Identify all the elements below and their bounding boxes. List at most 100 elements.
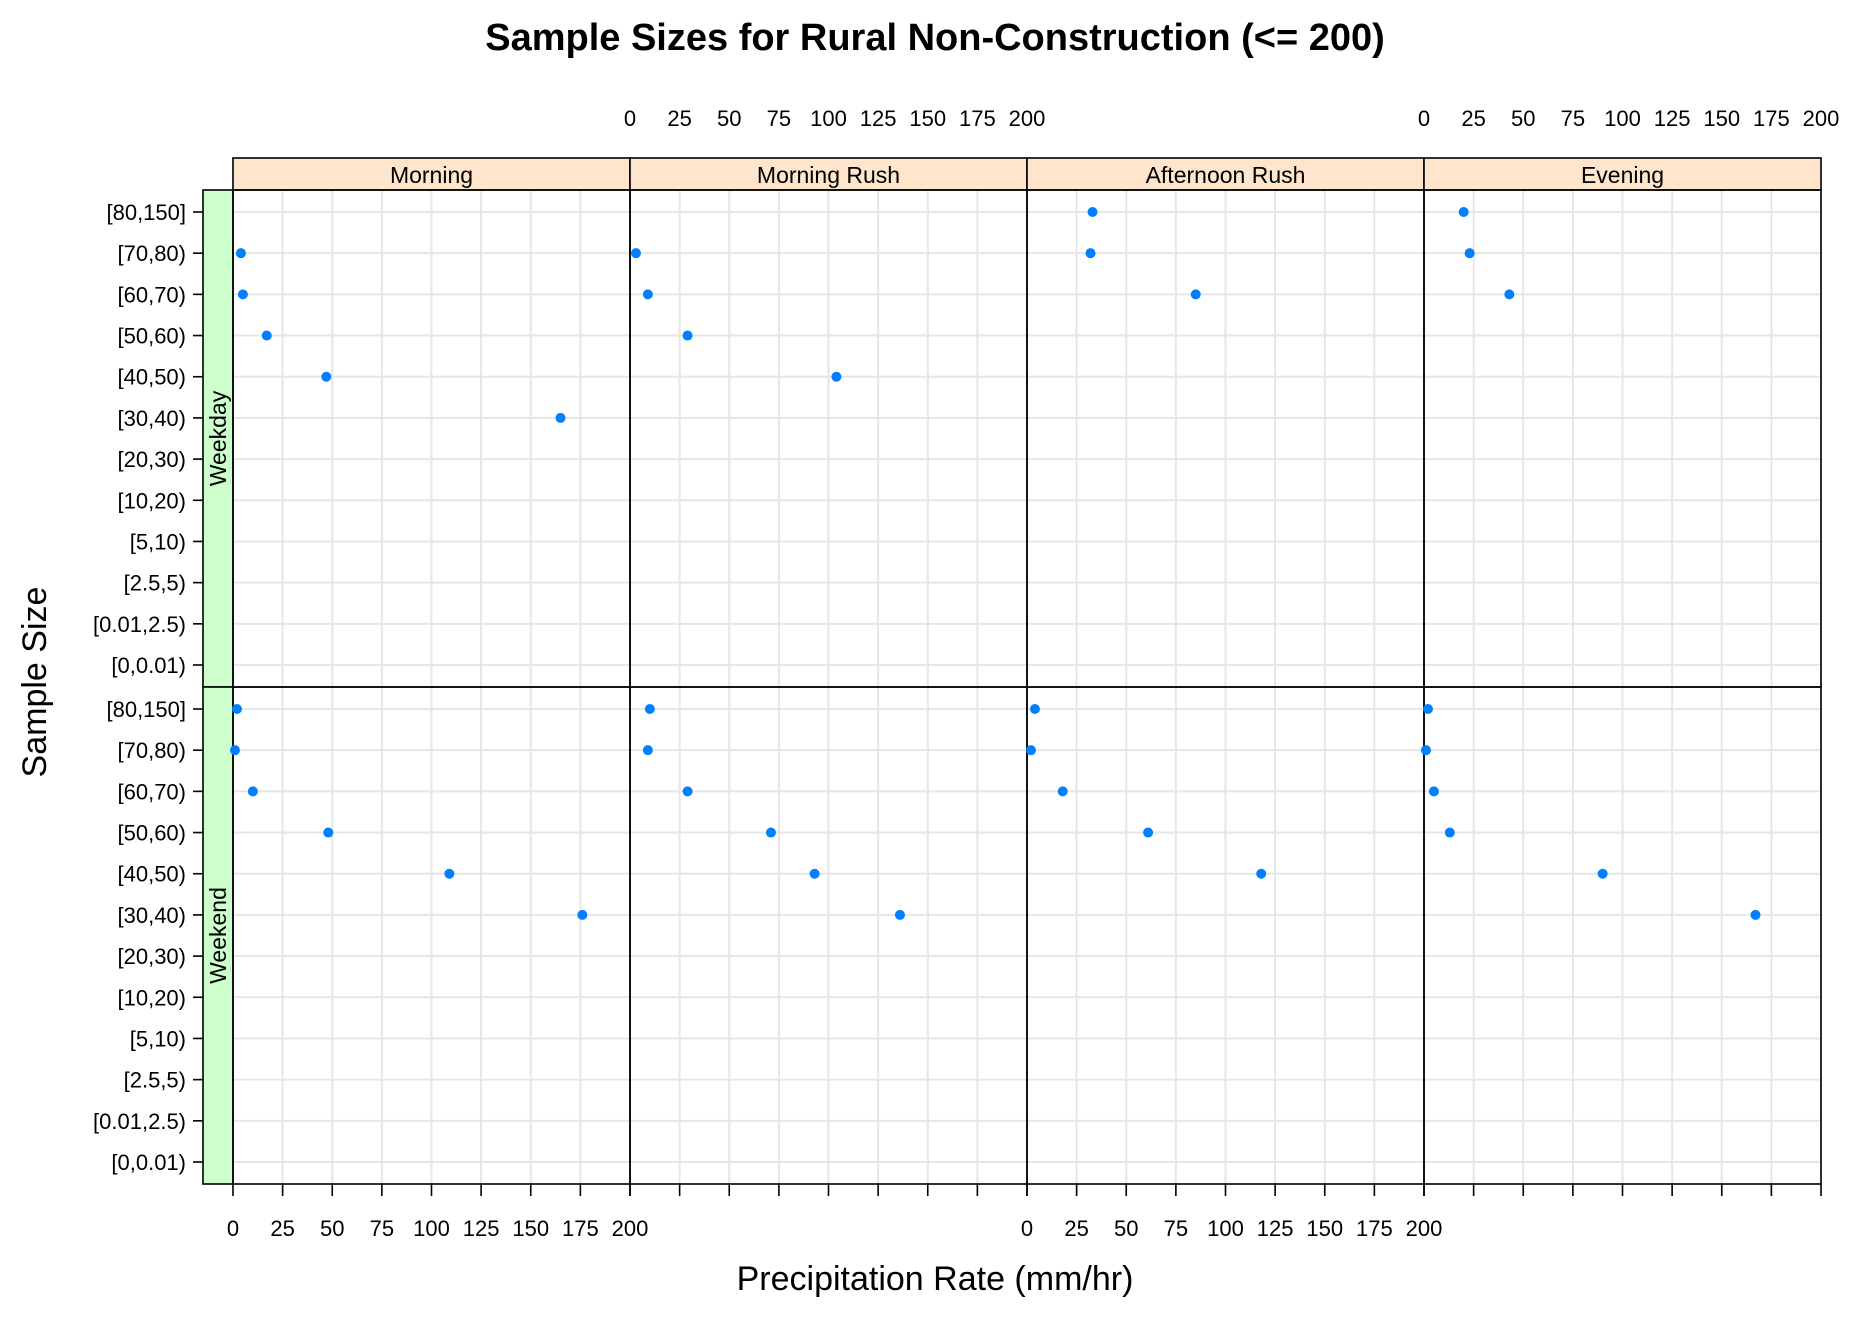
y-tick-label: [60,70): [118, 779, 187, 804]
y-tick-label: [40,50): [118, 862, 187, 887]
data-point: [237, 289, 248, 300]
y-tick-label: [30,40): [118, 406, 187, 431]
data-point: [323, 827, 334, 838]
y-tick-label: [0,0.01): [111, 653, 186, 678]
panel-grid: [629, 687, 1028, 1184]
y-tick-label: [5,10): [130, 1026, 186, 1051]
data-point: [1025, 745, 1036, 756]
data-point: [321, 371, 332, 382]
y-tick-label: [5,10): [130, 529, 186, 554]
x-tick-label-top: 75: [1561, 106, 1585, 131]
x-tick-label-top: 125: [860, 106, 897, 131]
x-tick-label-bottom: 175: [1356, 1216, 1393, 1241]
data-point: [1504, 289, 1515, 300]
x-tick-label-top: 75: [767, 106, 791, 131]
data-point: [1422, 704, 1433, 714]
x-tick-label-top: 25: [1461, 106, 1485, 131]
x-tick-label-bottom: 0: [1021, 1216, 1033, 1241]
data-point: [1256, 868, 1267, 879]
x-tick-label-top: 150: [1703, 106, 1740, 131]
data-point: [1444, 827, 1455, 838]
x-tick-label-bottom: 25: [1064, 1216, 1088, 1241]
y-tick-label: [50,60): [118, 821, 187, 846]
panel-grid: [1423, 190, 1822, 687]
data-point: [644, 704, 655, 714]
x-tick-label-bottom: 50: [320, 1216, 344, 1241]
x-tick-label-bottom: 125: [463, 1216, 500, 1241]
x-tick-label-bottom: 25: [270, 1216, 294, 1241]
data-point: [682, 330, 693, 341]
data-point: [247, 786, 258, 797]
row-strip-label: Weekday: [205, 390, 231, 486]
data-point: [682, 786, 693, 797]
y-tick-label: [10,20): [118, 985, 187, 1010]
y-tick-label: [0,0.01): [111, 1150, 186, 1175]
column-strip-label: Morning: [390, 162, 473, 188]
x-tick-label-top: 200: [1803, 106, 1840, 131]
x-tick-label-top: 175: [1753, 106, 1790, 131]
x-tick-label-bottom: 100: [413, 1216, 450, 1241]
y-tick-label: [60,70): [118, 282, 187, 307]
x-tick-label-bottom: 150: [512, 1216, 549, 1241]
panel-grid: [232, 687, 631, 1184]
panel-grid: [1026, 687, 1425, 1184]
y-tick-label: [50,60): [118, 324, 187, 349]
chart-title: Sample Sizes for Rural Non-Construction …: [485, 17, 1385, 59]
data-point: [261, 330, 272, 341]
x-tick-label-bottom: 125: [1257, 1216, 1294, 1241]
data-point: [1597, 868, 1608, 879]
panel-grid: [1423, 687, 1822, 1184]
row-strip: [202, 189, 234, 688]
y-tick-label: [40,50): [118, 365, 187, 390]
y-tick-label: [20,30): [118, 447, 187, 472]
row-strip: [202, 686, 234, 1185]
x-tick-label-bottom: 200: [612, 1216, 649, 1241]
plot-area: Morning Morning Rush Afternoon Rush Evening…: [93, 106, 1839, 1241]
y-tick-label: [20,30): [118, 944, 187, 969]
y-tick-label: [70,80): [118, 738, 187, 763]
data-point: [809, 868, 820, 879]
y-axis-title: Sample Size: [16, 587, 54, 778]
data-point: [229, 745, 240, 756]
data-point: [577, 909, 588, 920]
data-point: [1750, 909, 1761, 920]
column-strip-label: Morning Rush: [757, 162, 900, 188]
column-strip: [232, 157, 631, 191]
y-tick-label: [2.5,5): [124, 1068, 186, 1093]
data-point: [555, 412, 566, 423]
x-tick-label-top: 125: [1654, 106, 1691, 131]
x-tick-label-top: 100: [810, 106, 847, 131]
data-point: [642, 745, 653, 756]
x-tick-label-bottom: 75: [370, 1216, 394, 1241]
x-tick-label-top: 50: [1511, 106, 1535, 131]
x-tick-label-bottom: 0: [227, 1216, 239, 1241]
data-point: [894, 909, 905, 920]
y-tick-label: [70,80): [118, 241, 187, 266]
y-tick-label: [10,20): [118, 488, 187, 513]
panel-grid: [232, 190, 631, 687]
x-axis-title: Precipitation Rate (mm/hr): [737, 1260, 1134, 1298]
panel-grid: [1026, 190, 1425, 687]
column-strip-label: Evening: [1581, 162, 1664, 188]
x-tick-label-top: 175: [959, 106, 996, 131]
y-tick-label: [30,40): [118, 903, 187, 928]
data-point: [1190, 289, 1201, 300]
panel-grid: [629, 190, 1028, 687]
data-point: [1428, 786, 1439, 797]
data-point: [235, 248, 246, 259]
data-point: [1143, 827, 1154, 838]
x-tick-label-bottom: 75: [1164, 1216, 1188, 1241]
x-tick-label-top: 0: [624, 106, 636, 131]
data-point: [630, 248, 641, 259]
y-tick-label: [80,150]: [106, 200, 186, 225]
data-point: [642, 289, 653, 300]
x-tick-label-bottom: 50: [1114, 1216, 1138, 1241]
x-tick-label-top: 50: [717, 106, 741, 131]
data-point: [1085, 248, 1096, 259]
data-point: [1087, 207, 1098, 217]
data-point: [1029, 704, 1040, 714]
data-point: [1464, 248, 1475, 259]
y-tick-label: [0.01,2.5): [93, 1109, 186, 1134]
column-strip: [629, 157, 1028, 191]
